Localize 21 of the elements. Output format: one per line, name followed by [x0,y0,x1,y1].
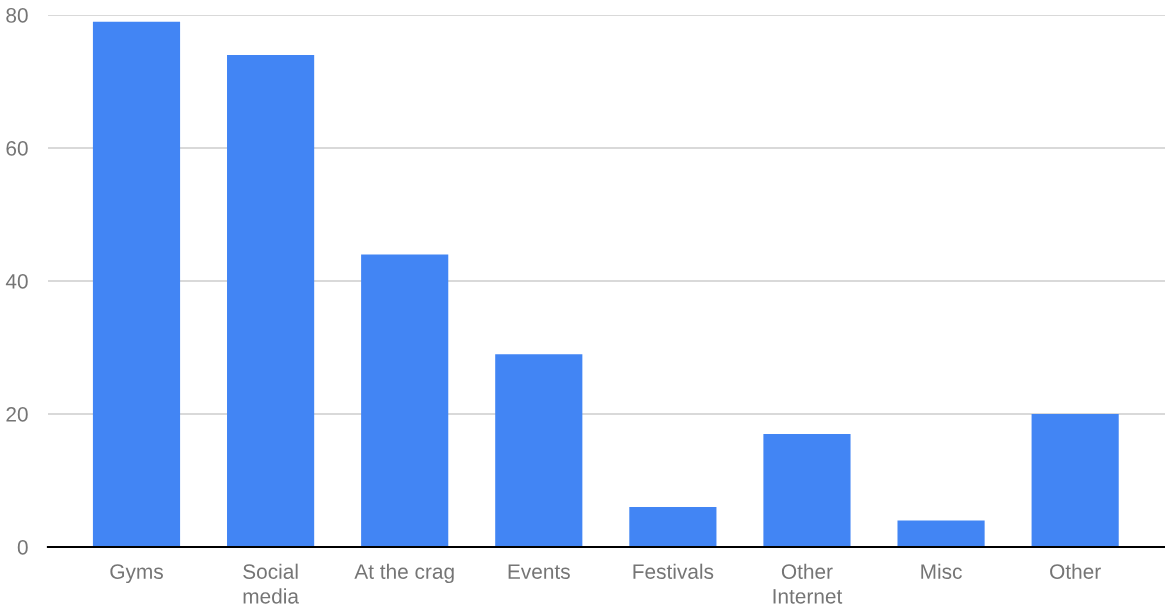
y-tick-label: 80 [6,8,28,23]
bar [227,54,315,547]
bar [897,520,985,547]
y-tick-label: 40 [5,274,28,289]
x-tick-label: Other [1050,563,1101,579]
x-tick-label: Events [508,564,570,579]
bar [629,507,717,547]
bar [495,354,583,547]
x-tick-label: Social media [243,563,299,604]
x-tick-label: At the crag [354,563,454,584]
x-tick-label: Misc [921,563,962,579]
y-tick-label: 0 [17,540,28,555]
y-tick-label: 60 [6,141,28,156]
x-tick-label: Other Internet [773,563,843,604]
x-tick-label: Gyms [110,564,163,584]
bar [92,21,181,547]
bar [1031,414,1119,547]
bar [763,433,851,547]
x-tick-label: Festivals [633,563,714,579]
bar [361,254,449,547]
y-tick-label: 20 [6,407,28,422]
